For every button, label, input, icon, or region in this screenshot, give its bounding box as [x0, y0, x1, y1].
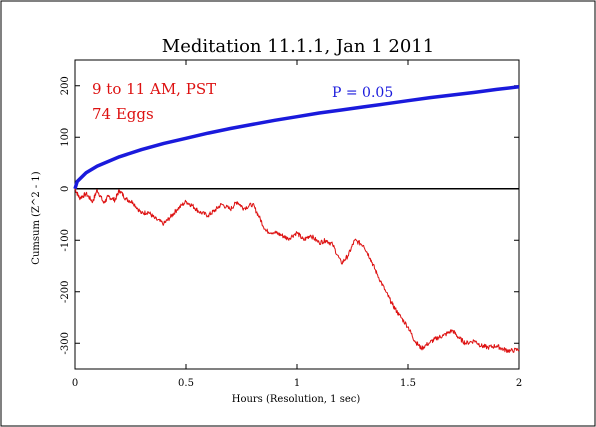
y-tick-label: -100: [60, 229, 71, 251]
y-axis-label: Cumsum (Z^2 - 1): [31, 171, 42, 264]
y-tick-label: -200: [60, 281, 71, 303]
y-tick-label: 200: [60, 76, 71, 95]
x-tick-label: 2: [516, 378, 522, 389]
annotation-eggs: 74 Eggs: [92, 105, 154, 123]
x-tick-label: 1.5: [400, 378, 416, 389]
y-tick-label: 0: [60, 186, 71, 192]
y-tick-label: -300: [60, 332, 71, 354]
y-tick-label: 100: [60, 128, 71, 147]
annotation-time-range: 9 to 11 AM, PST: [92, 80, 216, 98]
annotation-p-value: P = 0.05: [332, 85, 393, 101]
series-line-cumsum: [74, 188, 520, 353]
series-line-probability: [73, 85, 520, 190]
chart-title: Meditation 11.1.1, Jan 1 2011: [162, 36, 434, 57]
x-tick-label: 1: [294, 378, 300, 389]
plot-area: 0 0.5 1 1.5 2 -300 -200 -100 0 100 200: [60, 59, 522, 389]
x-axis-label: Hours (Resolution, 1 sec): [232, 394, 361, 405]
x-tick-label: 0.5: [178, 378, 194, 389]
x-tick-label: 0: [72, 378, 78, 389]
